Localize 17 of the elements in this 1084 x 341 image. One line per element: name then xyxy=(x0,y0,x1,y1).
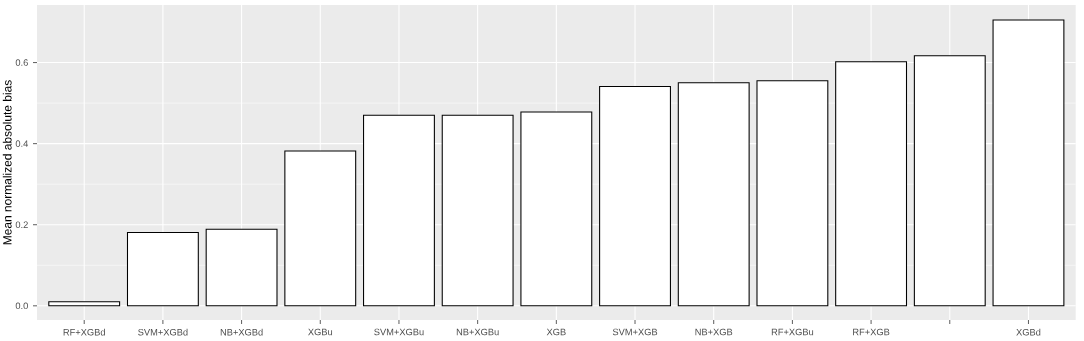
x-tick-label: RF+XGBd xyxy=(63,328,105,336)
x-tick-label: XGBd xyxy=(1016,328,1041,336)
y-tick-label: 0.6 xyxy=(15,59,28,66)
y-tick-label: 0.4 xyxy=(15,140,29,147)
x-tick-label: NB+XGB xyxy=(695,328,733,336)
y-axis-title: Mean normalized absolute bias xyxy=(2,80,12,245)
x-tick-label: NB+XGBu xyxy=(456,328,499,336)
x-tick-label: XGBu xyxy=(308,328,333,336)
x-tick-label: SVM+XGB xyxy=(612,328,658,336)
x-tick-label: NB+XGBd xyxy=(220,328,263,336)
x-tick-label: RF+XGBu xyxy=(771,328,814,336)
x-tick-label: SVM+XGBd xyxy=(138,328,188,336)
x-tick-label: SVM+XGBu xyxy=(374,328,424,336)
x-tick-label: XGB xyxy=(546,328,566,336)
y-tick-label: 0.0 xyxy=(15,302,28,310)
x-tick-label: RF+XGB xyxy=(853,328,890,336)
y-tick-label: 0.2 xyxy=(15,221,28,229)
